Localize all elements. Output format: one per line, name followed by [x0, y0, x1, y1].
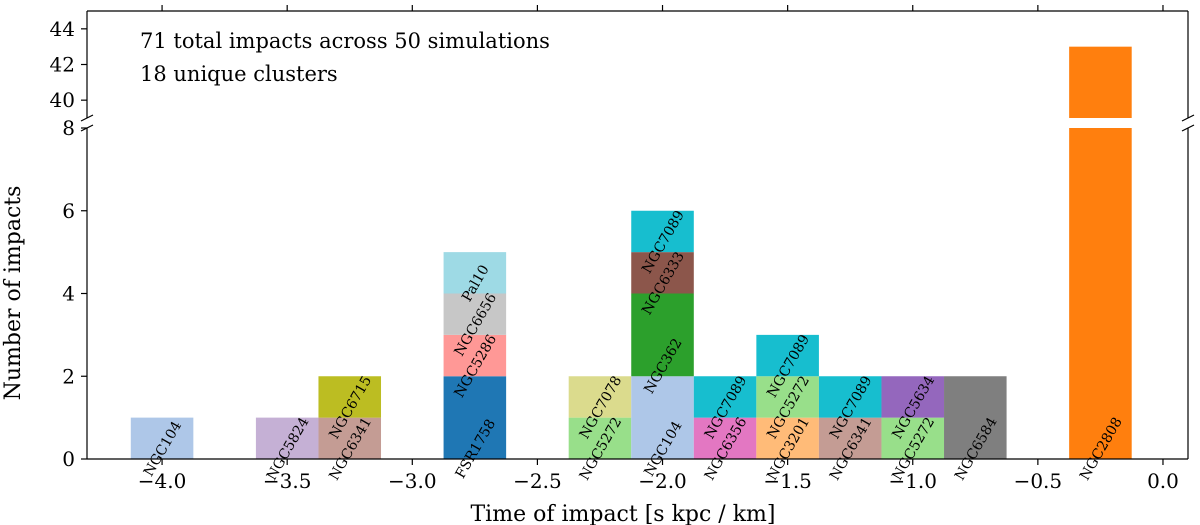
- bar-segment-ngc362: [631, 293, 694, 377]
- bar-segment-ngc3201: [756, 417, 819, 459]
- bar-segment-ngc5634: [881, 376, 945, 418]
- bar-segment-ngc7089: [631, 210, 694, 253]
- bar-segment-ngc6341: [818, 417, 882, 459]
- x-tick-label: −2.5: [513, 469, 562, 493]
- x-tick-label: −4.0: [138, 469, 187, 493]
- axis-break-mark: [1181, 114, 1195, 122]
- annotation-unique-clusters: 18 unique clusters: [140, 62, 338, 86]
- bar-segment-fsr1758: [443, 376, 507, 459]
- bar-segment-ngc6584: [944, 376, 1007, 459]
- x-tick-label: 0.0: [1147, 469, 1179, 493]
- bar-segment-ngc7089: [693, 376, 757, 418]
- x-tick-label: −3.0: [388, 469, 437, 493]
- bar-segment-ngc5286: [443, 334, 507, 377]
- bar-segment-ngc6341: [318, 417, 382, 459]
- x-tick-label: −3.5: [263, 469, 312, 493]
- bar-segment-ngc7089: [818, 376, 882, 418]
- x-tick-label: −1.0: [888, 469, 937, 493]
- x-tick-label: −0.5: [1014, 469, 1063, 493]
- y-axis-label: Number of impacts: [1, 186, 26, 401]
- bar-segment-ngc6715: [318, 376, 382, 418]
- y-tick-label: 8: [62, 116, 75, 140]
- bar-segment-ngc6356: [693, 417, 757, 459]
- y-tick-label: 0: [62, 447, 75, 471]
- bar-segment-ngc6656: [443, 293, 507, 335]
- x-tick-label: −1.5: [763, 469, 812, 493]
- y-tick-label: 2: [62, 364, 75, 388]
- bar-segment-pal10: [443, 252, 507, 294]
- bar-segment-ngc2808: [1069, 128, 1132, 459]
- axes-layer: [80, 10, 1195, 460]
- bar-segment-ngc104: [130, 417, 194, 459]
- bars-layer: [130, 46, 1132, 459]
- annotation-total-impacts: 71 total impacts across 50 simulations: [140, 29, 550, 53]
- bar-segment-ngc104: [631, 376, 694, 459]
- bar-segment-ngc5824: [255, 417, 319, 459]
- y-tick-label: 6: [62, 199, 75, 223]
- y-tick-label-upper: 44: [50, 17, 75, 41]
- bar-segment-ngc7089: [756, 334, 819, 377]
- bar-segment-ngc2808-upper: [1069, 46, 1132, 118]
- bar-segment-ngc5272: [568, 417, 632, 459]
- bar-segment-ngc6333: [631, 252, 694, 294]
- y-tick-label: 4: [62, 282, 75, 306]
- y-tick-label-upper: 42: [50, 53, 75, 77]
- y-tick-label-upper: 40: [50, 88, 75, 112]
- bar-segment-ngc5272: [881, 417, 945, 459]
- x-tick-label: −2.0: [638, 469, 687, 493]
- axis-break-mark: [1181, 124, 1195, 132]
- axis-break-mark: [80, 114, 94, 122]
- ticks-layer: −4.0 −3.5 −3.0 −2.5 −2.0 −1.5 −1.0 −0.5 0.0 0 2 4 6 8…: [50, 5, 1179, 493]
- x-axis-label: Time of impact [s kpc / km]: [471, 502, 776, 525]
- bar-segment-ngc7078: [568, 376, 632, 418]
- bar-segment-ngc5272: [756, 376, 819, 418]
